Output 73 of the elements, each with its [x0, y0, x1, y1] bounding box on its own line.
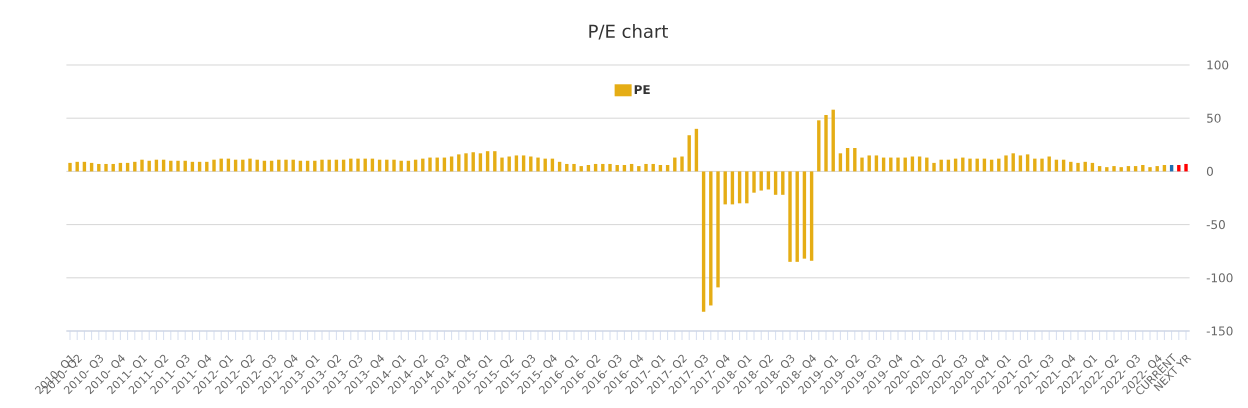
bar [457, 154, 461, 172]
bar [421, 158, 425, 172]
bar [1004, 155, 1008, 172]
bar [896, 157, 900, 172]
bar [1040, 158, 1044, 172]
bar [1076, 162, 1080, 172]
bar [788, 171, 792, 262]
bar [500, 157, 504, 172]
legend-label: PE [634, 85, 650, 94]
bar [824, 115, 828, 172]
bar [140, 159, 144, 172]
bar [1069, 161, 1073, 172]
bar [932, 162, 936, 172]
bar [536, 157, 540, 172]
bar [205, 161, 209, 172]
bar [428, 157, 432, 172]
bar [104, 163, 108, 172]
bar [529, 156, 533, 172]
bar [644, 163, 648, 172]
bar [565, 163, 569, 172]
bar [169, 160, 173, 172]
bar [1105, 167, 1109, 172]
y-tick-label: -100 [1206, 273, 1233, 283]
bar [773, 171, 778, 195]
bar [176, 160, 180, 172]
y-tick-label: 50 [1207, 113, 1221, 123]
bar [680, 156, 684, 172]
bar [608, 163, 612, 172]
bar [313, 160, 317, 172]
bar [1148, 167, 1152, 172]
bar [716, 171, 720, 288]
y-tick-label: 100 [1207, 60, 1229, 70]
bar [212, 159, 216, 172]
y-tick-label: -150 [1206, 326, 1233, 336]
bar [601, 163, 605, 172]
chart-title: P/E chart [589, 24, 668, 40]
bar [673, 157, 677, 172]
bar [241, 159, 245, 172]
bar [752, 171, 756, 193]
bar [1033, 158, 1037, 172]
bar [889, 157, 893, 172]
y-tick-label: 0 [1206, 166, 1213, 176]
bar [997, 158, 1001, 172]
bar [853, 147, 857, 172]
bar [817, 120, 821, 172]
bar [349, 158, 353, 172]
bar [1141, 165, 1145, 172]
bar [1112, 166, 1116, 172]
bar [968, 158, 972, 172]
bar [356, 158, 360, 172]
bar [493, 151, 497, 172]
bar [759, 171, 763, 191]
y-tick-label: -50 [1206, 220, 1225, 230]
bar [781, 171, 785, 195]
bar [68, 162, 72, 172]
bar [637, 166, 641, 172]
bar [464, 153, 468, 172]
bar [277, 159, 281, 172]
bar [925, 157, 929, 172]
bar [248, 158, 252, 172]
bar [284, 159, 288, 172]
bar [860, 157, 864, 172]
bar [961, 157, 965, 172]
bar [392, 159, 396, 172]
bar [572, 163, 576, 172]
bar [1184, 163, 1188, 172]
bar [745, 171, 749, 204]
bar [709, 171, 713, 306]
bar [385, 159, 389, 172]
bar [133, 161, 137, 172]
bar [97, 163, 101, 172]
bar [1177, 165, 1181, 172]
bar [320, 159, 324, 172]
